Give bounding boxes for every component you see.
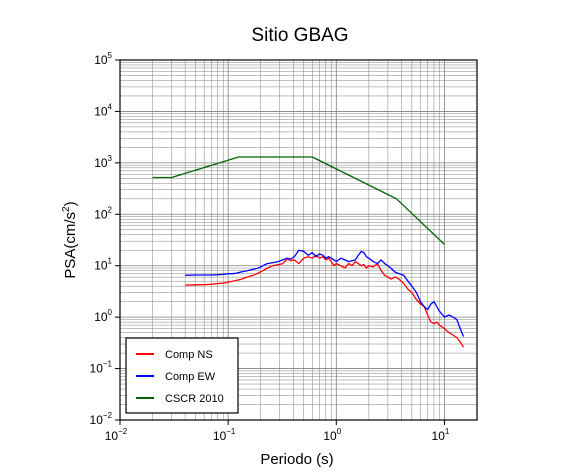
series-lines	[152, 156, 465, 348]
x-tick-label: 101	[432, 427, 450, 443]
plot-frame	[119, 59, 478, 421]
y-axis-label-base: PSA(cm/s	[62, 212, 79, 279]
grid	[119, 59, 478, 421]
axis-ticks: 10−2 10−1 100 101 10−2 10−1 100 101 102 103 104 105	[90, 51, 450, 443]
x-tick-label: 10−2	[105, 427, 128, 443]
legend-label-0: Comp NS	[165, 349, 213, 361]
y-tick-label: 10−1	[90, 360, 113, 376]
y-tick-label: 103	[94, 154, 112, 170]
series-line-1	[185, 249, 465, 337]
series-line-2	[152, 156, 445, 245]
chart-title: Sitio GBAG	[251, 25, 348, 46]
y-tick-label: 101	[94, 257, 112, 273]
y-tick-label: 100	[94, 308, 112, 324]
y-tick-label: 102	[94, 205, 112, 221]
series-line-0	[185, 254, 465, 348]
y-axis-label-end: )	[62, 201, 79, 206]
y-tick-label: 104	[94, 102, 112, 118]
legend-label-2: CSCR 2010	[165, 393, 224, 405]
y-tick-label: 10−2	[90, 411, 113, 427]
legend-label-1: Comp EW	[165, 371, 216, 383]
x-tick-label: 10−1	[213, 427, 236, 443]
y-axis-label-sup: 2	[61, 206, 72, 212]
legend: Comp NS Comp EW CSCR 2010	[125, 337, 239, 414]
x-axis-label: Periodo (s)	[260, 451, 333, 468]
y-axis-label: PSA(cm/s2)	[61, 201, 79, 278]
x-tick-label: 100	[323, 427, 341, 443]
y-tick-label: 105	[94, 51, 112, 67]
